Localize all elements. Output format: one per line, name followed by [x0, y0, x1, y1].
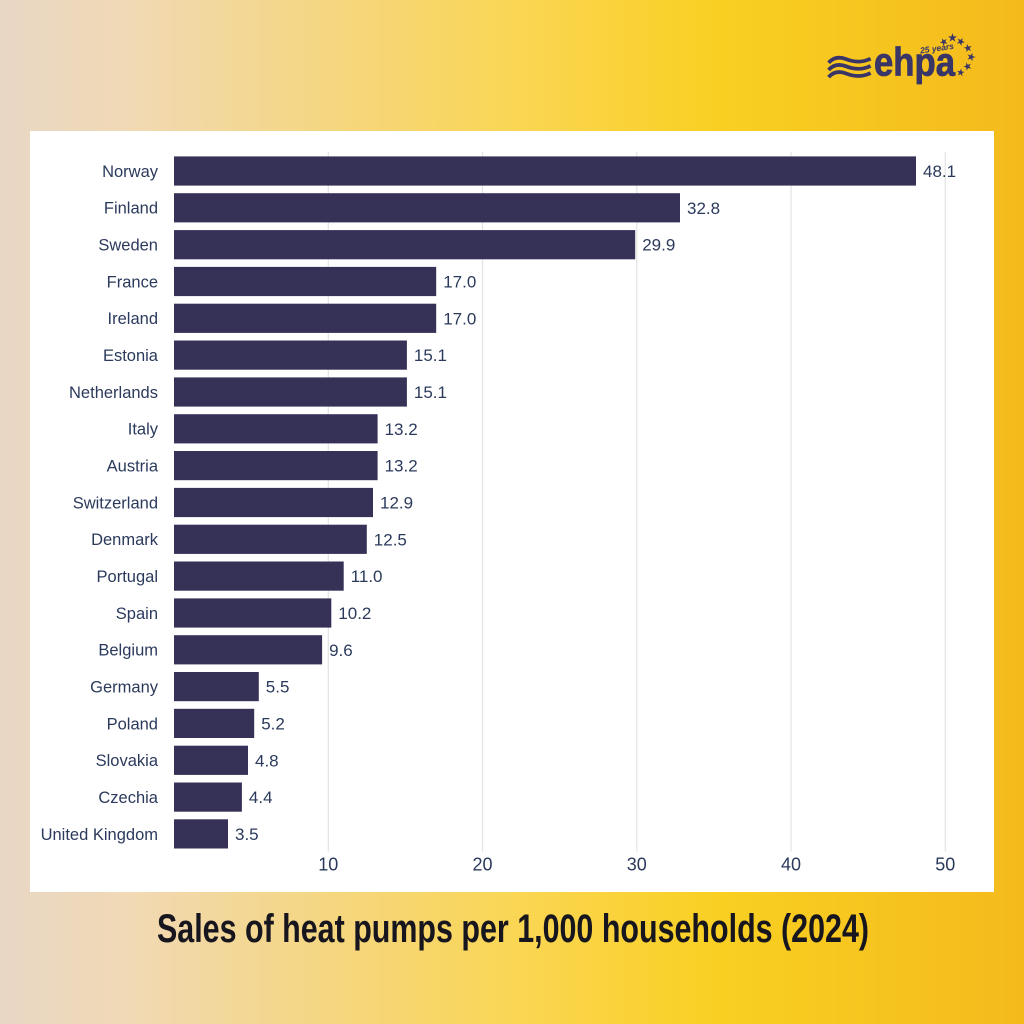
svg-text:15.1: 15.1 [414, 346, 447, 365]
svg-text:11.0: 11.0 [351, 567, 383, 586]
svg-text:Portugal: Portugal [97, 568, 158, 586]
svg-text:10.2: 10.2 [338, 604, 371, 623]
svg-text:29.9: 29.9 [642, 236, 675, 255]
svg-text:15.1: 15.1 [414, 383, 447, 402]
svg-text:Denmark: Denmark [91, 531, 159, 549]
svg-text:48.1: 48.1 [923, 162, 956, 181]
svg-text:Austria: Austria [107, 458, 159, 476]
svg-text:12.5: 12.5 [374, 530, 407, 549]
svg-text:17.0: 17.0 [443, 309, 476, 328]
svg-text:Ireland: Ireland [108, 310, 158, 328]
svg-text:4.4: 4.4 [249, 788, 273, 807]
svg-text:Norway: Norway [102, 163, 159, 181]
svg-text:Poland: Poland [107, 715, 158, 733]
svg-text:Belgium: Belgium [98, 642, 158, 660]
svg-text:Sweden: Sweden [98, 237, 158, 255]
svg-text:13.2: 13.2 [385, 457, 418, 476]
svg-text:Spain: Spain [116, 605, 158, 623]
svg-text:40: 40 [781, 854, 801, 874]
svg-text:12.9: 12.9 [380, 494, 413, 513]
svg-text:United Kingdom: United Kingdom [41, 826, 158, 844]
svg-text:5.5: 5.5 [266, 678, 290, 697]
svg-text:Italy: Italy [128, 421, 159, 439]
svg-text:3.5: 3.5 [235, 825, 259, 844]
svg-text:4.8: 4.8 [255, 751, 279, 770]
svg-text:50: 50 [935, 854, 955, 874]
svg-text:Switzerland: Switzerland [73, 494, 158, 512]
svg-text:5.2: 5.2 [261, 714, 285, 733]
svg-text:30: 30 [627, 854, 647, 874]
svg-text:Netherlands: Netherlands [69, 384, 158, 402]
svg-text:Germany: Germany [90, 679, 159, 697]
svg-text:17.0: 17.0 [443, 273, 476, 292]
svg-text:32.8: 32.8 [687, 199, 720, 218]
svg-text:Sales of heat pumps per 1,000: Sales of heat pumps per 1,000 households… [157, 907, 869, 951]
svg-text:9.6: 9.6 [329, 641, 353, 660]
svg-text:20: 20 [472, 854, 492, 874]
svg-text:13.2: 13.2 [385, 420, 418, 439]
svg-text:10: 10 [318, 854, 338, 874]
svg-text:25 years: 25 years [918, 41, 954, 56]
svg-text:Czechia: Czechia [98, 789, 158, 807]
svg-text:ehpa: ehpa [874, 41, 956, 85]
svg-text:Slovakia: Slovakia [96, 752, 159, 770]
svg-text:Estonia: Estonia [103, 347, 159, 365]
svg-text:France: France [107, 273, 158, 291]
svg-text:Finland: Finland [104, 200, 158, 218]
